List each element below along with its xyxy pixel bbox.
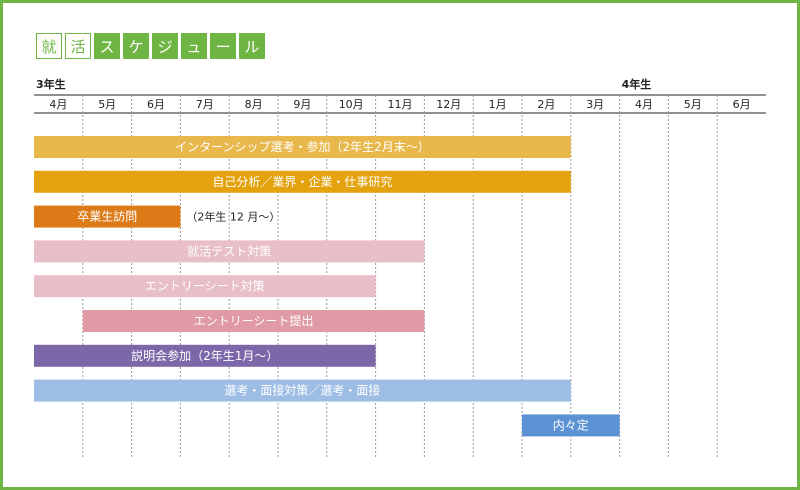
title-char: ス [94, 33, 120, 59]
task-label: 説明会参加（2年生1月～） [131, 348, 278, 363]
task-bar [34, 205, 181, 228]
month-tick-label: 5月 [98, 98, 116, 111]
task-label: エントリーシート提出 [194, 313, 314, 328]
title-char: ジ [152, 33, 178, 59]
month-tick-label: 8月 [245, 98, 263, 111]
title-char: 就 [36, 33, 62, 59]
title-char: 活 [65, 33, 91, 59]
task-bar [34, 344, 376, 367]
task-bar [522, 414, 620, 437]
task-label: 内々定 [553, 417, 589, 432]
task-label: インターンシップ選考・参加（2年生2月末～） [175, 139, 430, 154]
chart-title: 就活スケジュール [36, 33, 265, 61]
month-tick-label: 4月 [49, 98, 67, 111]
task-label: 卒業生訪問 [77, 209, 137, 224]
title-char: ー [210, 33, 236, 59]
task-bar [34, 170, 571, 193]
month-tick-label: 6月 [733, 98, 751, 111]
month-tick-label: 9月 [293, 98, 311, 111]
title-char: ュ [181, 33, 207, 59]
task-label: 就活テスト対策 [187, 244, 271, 258]
month-tick-label: 2月 [537, 98, 555, 111]
month-tick-label: 12月 [436, 98, 461, 111]
title-char: ケ [123, 33, 149, 59]
month-tick-label: 7月 [196, 98, 214, 111]
task-label: 自己分析／業界・企業・仕事研究 [212, 174, 392, 189]
title-char: ル [239, 33, 265, 59]
month-tick-label: 5月 [684, 98, 702, 111]
task-bar [34, 240, 425, 263]
task-bar [82, 310, 425, 332]
task-bar [34, 136, 571, 158]
year-label: 3年生 [36, 77, 66, 91]
year-label: 4年生 [622, 77, 652, 91]
task-bar [34, 379, 571, 402]
month-tick-label: 6月 [147, 98, 165, 111]
task-label: エントリーシート対策 [145, 279, 265, 293]
month-tick-label: 1月 [489, 98, 507, 111]
task-bar [34, 275, 376, 298]
month-tick-label: 4月 [635, 98, 653, 111]
task-label: 選考・面接対策／選考・面接 [224, 383, 380, 398]
task-note: （2年生 12 月～） [186, 210, 280, 224]
month-tick-label: 11月 [388, 98, 413, 111]
month-tick-label: 3月 [586, 98, 604, 111]
month-tick-label: 10月 [339, 98, 364, 111]
